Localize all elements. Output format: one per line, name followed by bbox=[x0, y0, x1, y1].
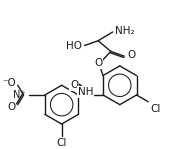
Text: N⁺: N⁺ bbox=[13, 90, 26, 100]
Text: O: O bbox=[8, 102, 16, 112]
Text: Cl: Cl bbox=[57, 138, 67, 148]
Text: O: O bbox=[127, 50, 135, 60]
Text: NH: NH bbox=[78, 87, 93, 97]
Text: ⁻O: ⁻O bbox=[2, 78, 16, 88]
Text: HO: HO bbox=[66, 41, 82, 51]
Text: Cl: Cl bbox=[150, 104, 160, 114]
Text: O: O bbox=[70, 80, 78, 90]
Text: NH₂: NH₂ bbox=[115, 26, 134, 36]
Text: O: O bbox=[94, 58, 102, 68]
